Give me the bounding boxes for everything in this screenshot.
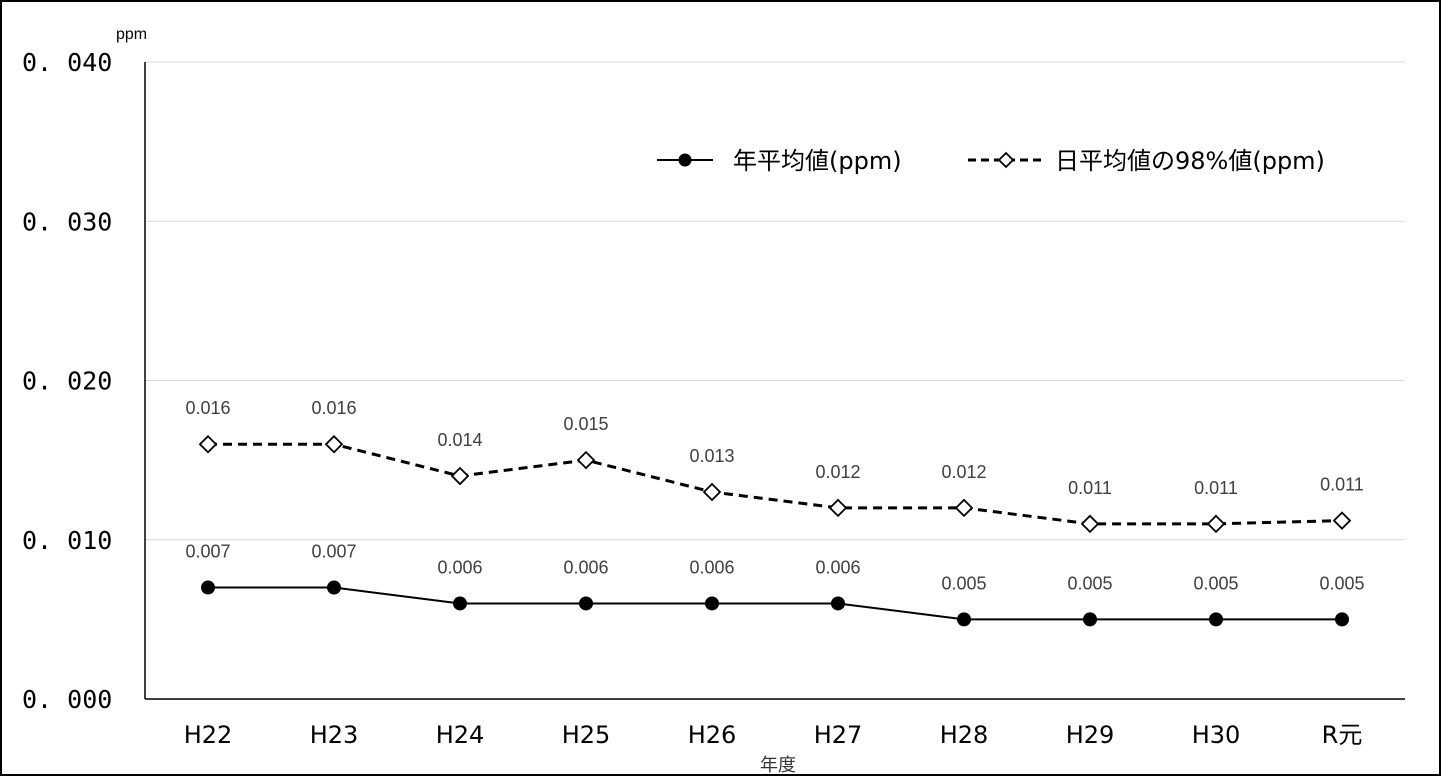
axes [144, 62, 1405, 700]
data-label: 0.006 [815, 557, 860, 577]
legend-item-2: 日平均値の98%値(ppm) [968, 147, 1325, 175]
data-point [201, 580, 215, 595]
x-axis-label: 年度 [760, 755, 796, 776]
series-layer: 0.007 0.007 0.006 0.006 0.006 0.006 0.005 0.005… [185, 398, 1365, 627]
x-tick-label: H23 [310, 721, 359, 749]
x-tick-label: H28 [940, 721, 989, 749]
data-point [579, 596, 593, 611]
data-point [324, 434, 344, 454]
data-point [1335, 612, 1349, 627]
x-axis-ticks: H22 H23 H24 H25 H26 H27 H28 H29 H30 R元 [184, 721, 1363, 749]
data-point [831, 596, 845, 611]
data-point [705, 596, 719, 611]
data-point [1209, 612, 1223, 627]
series-line [208, 442, 1343, 526]
data-point [450, 466, 470, 486]
series-1: 0.007 0.007 0.006 0.006 0.006 0.006 0.005 0.005… [185, 542, 1365, 627]
data-label: 0.015 [563, 414, 608, 434]
data-point [828, 498, 848, 518]
x-tick-label: H24 [436, 721, 485, 749]
y-tick-label: 0. 010 [22, 526, 112, 555]
data-point [954, 498, 974, 518]
data-point [1206, 514, 1226, 534]
data-label: 0.016 [311, 398, 356, 418]
data-label: 0.012 [941, 462, 986, 482]
x-tick-label: R元 [1322, 721, 1363, 749]
data-point [702, 482, 722, 502]
data-point [1332, 511, 1352, 530]
legend-marker [997, 151, 1015, 169]
y-tick-label: 0. 040 [22, 48, 112, 77]
data-label: 0.013 [689, 446, 734, 466]
x-tick-label: H27 [814, 721, 863, 749]
data-label: 0.011 [1068, 478, 1112, 498]
data-label: 0.014 [437, 430, 482, 450]
legend-marker [678, 153, 692, 167]
data-label: 0.016 [185, 398, 230, 418]
data-point [453, 596, 467, 611]
data-point [576, 450, 596, 470]
x-tick-label: H30 [1192, 721, 1241, 749]
data-label: 0.007 [185, 542, 230, 562]
data-label: 0.012 [815, 462, 860, 482]
data-point [1083, 612, 1097, 627]
data-label: 0.011 [1194, 478, 1238, 498]
legend-item-1: 年平均値(ppm) [657, 147, 902, 175]
series-line [208, 586, 1342, 621]
data-label: 0.006 [563, 557, 608, 577]
data-point [1080, 514, 1100, 534]
data-label: 0.011 [1320, 475, 1364, 495]
data-label: 0.005 [1067, 573, 1112, 593]
series-2: 0.016 0.016 0.014 0.015 0.013 0.012 0.012 0.011… [185, 398, 1364, 534]
legend-label: 日平均値の98%値(ppm) [1055, 147, 1325, 175]
data-label: 0.007 [311, 542, 356, 562]
data-point [198, 434, 218, 454]
data-label: 0.005 [941, 573, 986, 593]
legend-label: 年平均値(ppm) [733, 147, 902, 175]
y-tick-label: 0. 030 [22, 207, 112, 236]
data-label: 0.006 [689, 557, 734, 577]
x-tick-label: H29 [1066, 721, 1115, 749]
x-tick-label: H25 [562, 721, 611, 749]
legend: 年平均値(ppm) 日平均値の98%値(ppm) [657, 147, 1325, 175]
x-tick-label: H26 [688, 721, 737, 749]
y-tick-label: 0. 000 [22, 685, 112, 714]
data-label: 0.005 [1193, 573, 1238, 593]
x-tick-label: H22 [184, 721, 233, 749]
gridlines [145, 61, 1405, 541]
data-label: 0.006 [437, 557, 482, 577]
data-point [327, 580, 341, 595]
data-label: 0.005 [1319, 573, 1364, 593]
y-axis-ticks: 0. 000 0. 010 0. 020 0. 030 0. 040 [22, 48, 112, 714]
y-unit-label: ppm [116, 26, 147, 43]
data-point [957, 612, 971, 627]
y-tick-label: 0. 020 [22, 367, 112, 396]
